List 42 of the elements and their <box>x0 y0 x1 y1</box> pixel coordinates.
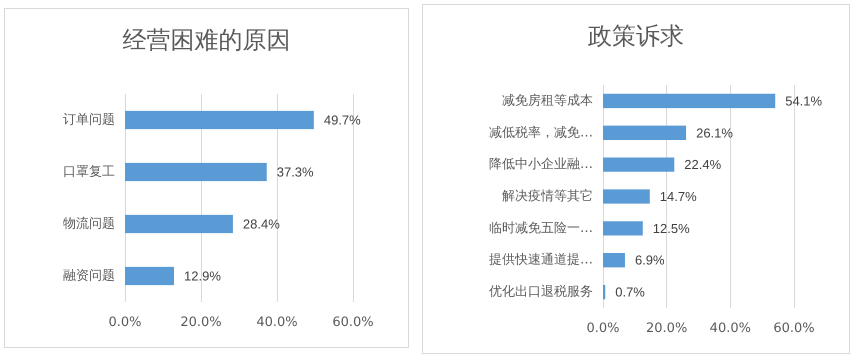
x-tick-label: 60.0% <box>332 315 374 330</box>
bar <box>125 110 314 130</box>
x-tick-label: 60.0% <box>773 321 815 336</box>
chart-title: 政策诉求 <box>588 22 684 50</box>
bar <box>125 162 267 182</box>
x-tick-label: 40.0% <box>710 321 751 336</box>
data-label: 22.4% <box>684 157 722 172</box>
data-label: 49.7% <box>324 112 362 128</box>
x-tick-label: 20.0% <box>180 315 222 330</box>
y-tick-label: 物流问题 <box>63 216 115 232</box>
bar <box>603 126 686 140</box>
x-tick-label: 20.0% <box>646 321 688 336</box>
bar <box>603 94 776 108</box>
data-label: 0.7% <box>615 284 646 300</box>
bar <box>603 189 650 204</box>
y-tick-label: 降低中小企业融… <box>489 157 593 172</box>
data-label: 12.9% <box>184 268 222 284</box>
y-tick-label: 临时减免五险一… <box>489 220 593 236</box>
x-tick-label: 0.0% <box>586 321 620 336</box>
y-tick-label: 解决疫情等其它 <box>502 188 593 204</box>
x-tick-label: 40.0% <box>256 315 298 330</box>
bar <box>603 157 674 172</box>
y-tick-label: 优化出口退税服务 <box>489 284 593 300</box>
bar <box>603 253 625 268</box>
data-label: 54.1% <box>785 93 823 108</box>
data-label: 37.3% <box>276 164 314 180</box>
y-tick-label: 口罩复工 <box>63 164 115 180</box>
y-tick-label: 提供快速通道提… <box>489 252 593 268</box>
y-tick-label: 减免房租等成本 <box>502 92 593 108</box>
data-label: 6.9% <box>634 252 666 268</box>
chart-title: 经营困难的原因 <box>122 26 290 54</box>
bar <box>125 266 174 286</box>
data-label: 28.4% <box>242 216 280 232</box>
y-tick-label: 减低税率，减免… <box>489 124 593 140</box>
data-label: 26.1% <box>696 125 734 140</box>
bar <box>603 221 643 236</box>
x-tick-label: 0.0% <box>108 315 142 330</box>
data-label: 12.5% <box>652 220 690 236</box>
data-label: 14.7% <box>660 189 698 204</box>
y-tick-label: 订单问题 <box>63 112 115 128</box>
y-tick-label: 融资问题 <box>63 268 115 284</box>
bar <box>125 214 233 234</box>
